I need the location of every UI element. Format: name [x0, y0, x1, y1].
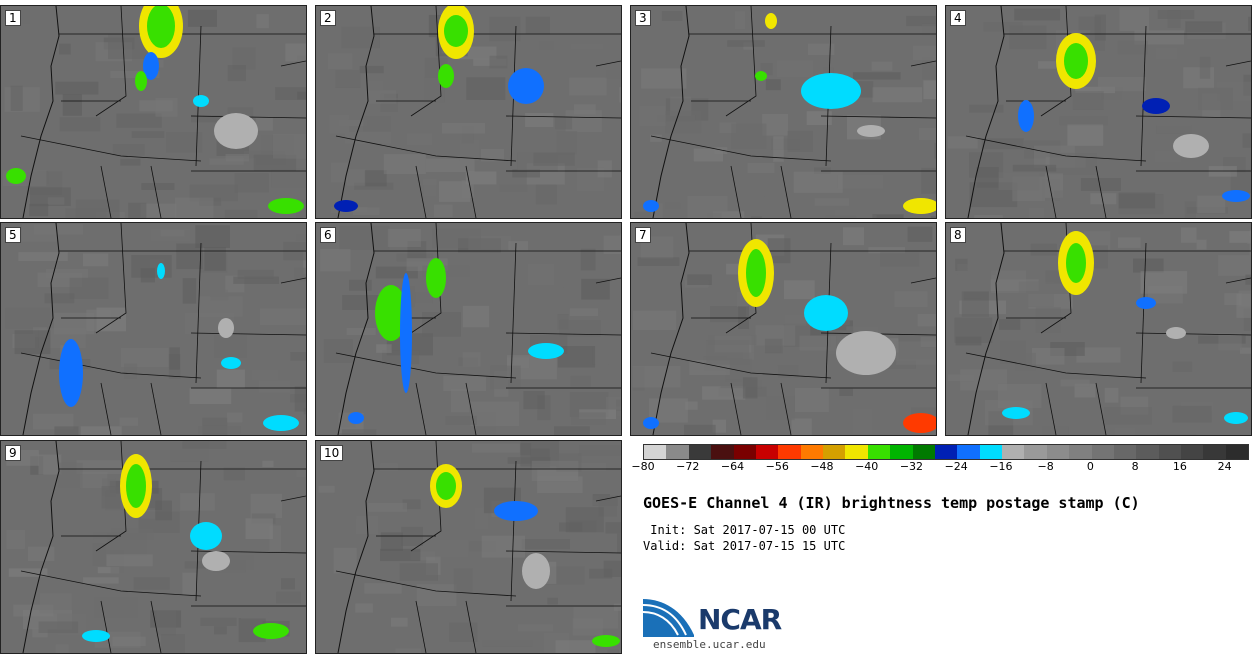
colorbar-segment [1181, 445, 1204, 459]
ir-satellite-map [947, 6, 1251, 218]
colorbar-segment [1024, 445, 1047, 459]
colorbar-segment [666, 445, 689, 459]
colorbar-tick-label: −48 [810, 460, 834, 473]
colorbar-segment [1046, 445, 1070, 459]
colorbar-tick-label: −16 [989, 460, 1013, 473]
colorbar-segment [867, 445, 891, 459]
colorbar-tick-label: −56 [765, 460, 789, 473]
colorbar-segment [890, 445, 913, 459]
ensemble-member-panel: 3 [630, 5, 937, 219]
panel-number: 2 [320, 10, 336, 26]
colorbar-segment [800, 445, 823, 459]
ir-satellite-map [2, 6, 306, 218]
colorbar-tick-label: 24 [1217, 460, 1232, 473]
colorbar-segment [845, 445, 868, 459]
colorbar [643, 444, 1249, 460]
colorbar-segment [1069, 445, 1092, 459]
ensemble-member-panel: 5 [0, 222, 307, 436]
ir-satellite-map [320, 223, 621, 435]
colorbar-segment [711, 445, 734, 459]
colorbar-segment [1113, 445, 1137, 459]
panel-number: 6 [320, 227, 336, 243]
ir-satellite-map [632, 223, 936, 435]
colorbar-segment [733, 445, 756, 459]
ensemble-member-panel: 1 [0, 5, 307, 219]
colorbar-segment [778, 445, 801, 459]
colorbar-tick-label: −40 [855, 460, 879, 473]
colorbar-tick-label: −8 [1037, 460, 1054, 473]
colorbar-tick-label: −64 [720, 460, 745, 473]
colorbar-segment [957, 445, 980, 459]
colorbar-ticks: −80−72−64−56−48−40−32−24−16−808162432 [631, 460, 1247, 476]
panel-number: 8 [950, 227, 966, 243]
ensemble-member-panel: 9 [0, 440, 307, 654]
ensemble-member-panel: 4 [945, 5, 1252, 219]
panel-number: 7 [635, 227, 651, 243]
ir-satellite-map [318, 441, 621, 653]
ensemble-member-panel: 2 [315, 5, 622, 219]
ensemble-member-panel: 10 [315, 440, 622, 654]
colorbar-segment [823, 445, 846, 459]
panel-number: 5 [5, 227, 21, 243]
colorbar-tick-label: −80 [631, 460, 655, 473]
colorbar-tick-label: −32 [899, 460, 924, 473]
colorbar-segment [912, 445, 935, 459]
colorbar-tick-label: −24 [944, 460, 968, 473]
init-time: Init: Sat 2017-07-15 00 UTC [643, 523, 846, 537]
panel-number: 3 [635, 10, 651, 26]
colorbar-segment [934, 445, 958, 459]
ncar-logo-icon [642, 599, 694, 637]
ir-satellite-map [5, 223, 306, 435]
ncar-logo-text: NCAR [698, 603, 782, 636]
colorbar-segment [1091, 445, 1114, 459]
panel-number: 1 [5, 10, 21, 26]
colorbar-segment [644, 445, 667, 459]
panel-number: 4 [950, 10, 966, 26]
colorbar-tick-label: 8 [1131, 460, 1139, 473]
colorbar-tick-label: −72 [676, 460, 700, 473]
colorbar-segment [1136, 445, 1159, 459]
colorbar-tick-label: 0 [1086, 460, 1094, 473]
colorbar-tick-label: 16 [1172, 460, 1187, 473]
colorbar-segment [755, 445, 779, 459]
colorbar-segment [979, 445, 1002, 459]
panel-number: 10 [320, 445, 344, 461]
ensemble-member-panel: 8 [945, 222, 1252, 436]
ir-satellite-map [328, 6, 621, 218]
colorbar-segment [688, 445, 712, 459]
site-url: ensemble.ucar.edu [653, 638, 766, 651]
panel-number: 9 [5, 445, 21, 461]
colorbar-segment [1203, 445, 1226, 459]
figure-title: GOES-E Channel 4 (IR) brightness temp po… [643, 494, 1140, 512]
ir-satellite-map [634, 6, 936, 218]
colorbar-segment [1225, 445, 1249, 459]
ir-satellite-map [6, 441, 306, 653]
ensemble-member-panel: 6 [315, 222, 622, 436]
colorbar-segment [1002, 445, 1025, 459]
valid-time: Valid: Sat 2017-07-15 15 UTC [643, 539, 846, 553]
ensemble-member-panel: 7 [630, 222, 937, 436]
ir-satellite-map [947, 223, 1251, 435]
colorbar-segment [1158, 445, 1181, 459]
